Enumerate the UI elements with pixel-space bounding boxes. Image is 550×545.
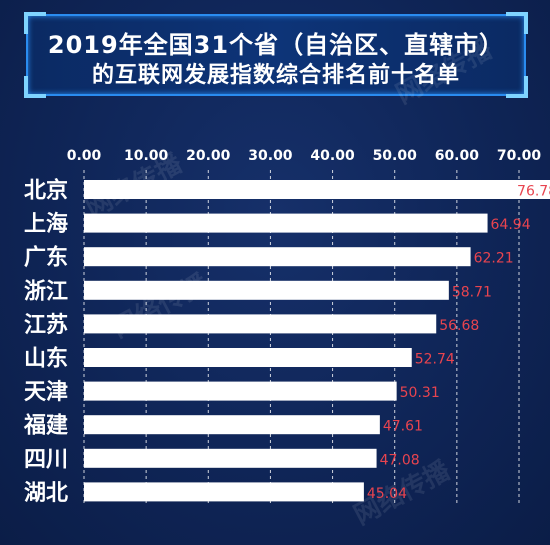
corner-decoration (24, 12, 46, 34)
category-label: 天津 (24, 379, 68, 405)
bar (84, 247, 471, 267)
category-label: 湖北 (24, 481, 68, 506)
data-label: 52.74 (415, 352, 455, 368)
data-label: 50.31 (400, 385, 440, 401)
bar (84, 280, 449, 300)
data-label: 58.71 (452, 284, 492, 300)
x-tick-label: 40.00 (310, 148, 355, 164)
corner-decoration (24, 76, 46, 98)
category-label: 四川 (24, 447, 68, 472)
bar (84, 348, 412, 367)
corner-decoration (506, 76, 528, 98)
data-label: 64.94 (491, 217, 531, 233)
watermark-text: 网络传播 (391, 34, 498, 111)
bar (84, 448, 377, 468)
data-label: 56.68 (439, 318, 479, 334)
category-label: 江苏 (24, 312, 68, 338)
x-tick-label: 10.00 (124, 148, 169, 164)
category-label: 浙江 (24, 279, 68, 304)
bar (84, 314, 437, 334)
title-box: 2019年全国31个省（自治区、直辖市） 的互联网发展指数综合排名前十名单 (24, 12, 528, 98)
bar (84, 381, 397, 401)
category-label: 山东 (24, 346, 68, 372)
chart-title-line-1: 2019年全国31个省（自治区、直辖市） (47, 31, 505, 59)
category-label: 广东 (24, 245, 68, 271)
x-tick-label: 70.00 (497, 148, 542, 164)
data-label: 47.08 (380, 452, 420, 468)
x-tick-label: 20.00 (186, 148, 231, 164)
bar (84, 415, 380, 435)
category-label: 上海 (24, 211, 68, 237)
data-label: 45.04 (367, 486, 407, 502)
bar (84, 213, 488, 233)
bar (84, 482, 364, 502)
corner-decoration (506, 12, 528, 34)
x-tick-label: 0.00 (67, 148, 102, 164)
x-tick-label: 50.00 (373, 148, 418, 164)
x-tick-label: 60.00 (435, 148, 480, 164)
data-label: 62.21 (474, 251, 514, 267)
data-label: 76.78 (517, 184, 550, 200)
data-label: 47.61 (383, 419, 423, 435)
category-label: 北京 (24, 178, 68, 204)
x-tick-label: 30.00 (248, 148, 293, 164)
chart-title-line-2: 的互联网发展指数综合排名前十名单 (91, 63, 460, 88)
bar (84, 180, 550, 199)
category-label: 福建 (23, 414, 68, 439)
